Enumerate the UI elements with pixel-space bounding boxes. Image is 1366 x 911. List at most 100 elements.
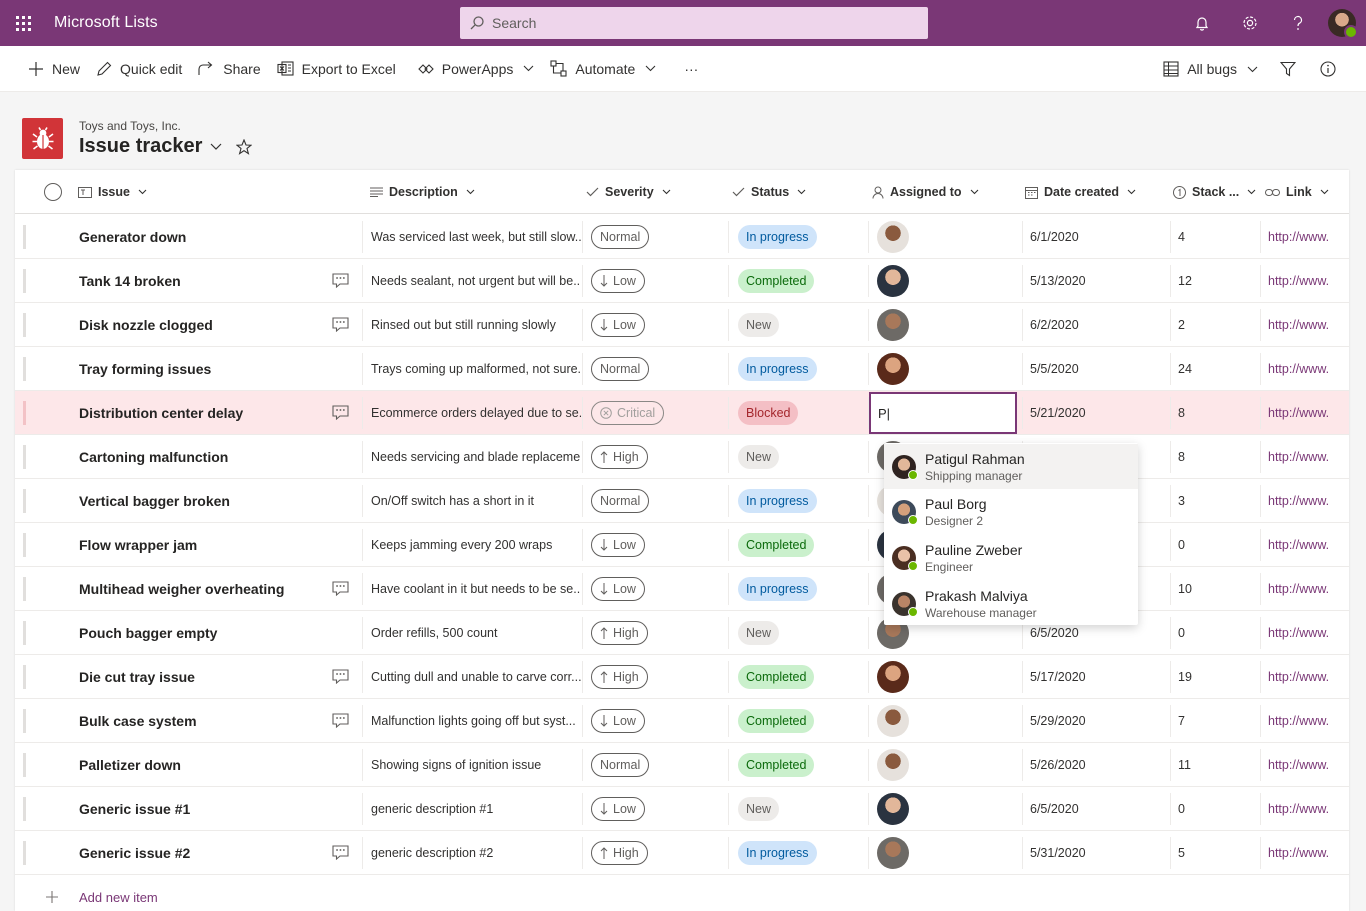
issue-link[interactable]: http://www. — [1268, 230, 1330, 244]
issue-link[interactable]: http://www. — [1268, 450, 1330, 464]
column-header-status[interactable]: Status — [732, 170, 806, 214]
people-suggestion[interactable]: Paul Borg Designer 2 — [884, 489, 1138, 534]
issue-title[interactable]: Cartoning malfunction — [79, 449, 229, 465]
app-title[interactable]: Microsoft Lists — [54, 14, 158, 31]
table-row[interactable]: Pouch bagger empty Order refills, 500 co… — [15, 611, 1349, 655]
stack-count: 24 — [1178, 362, 1192, 376]
chevron-down-icon[interactable] — [210, 143, 222, 151]
issue-link[interactable]: http://www. — [1268, 714, 1330, 728]
table-row[interactable]: Generator down Was serviced last week, b… — [15, 215, 1349, 259]
table-row[interactable]: Palletizer down Showing signs of ignitio… — [15, 743, 1349, 787]
filter-icon[interactable] — [1266, 46, 1310, 92]
settings-gear-icon[interactable] — [1226, 0, 1274, 46]
add-new-item-button[interactable]: Add new item — [15, 878, 158, 911]
column-header-severity[interactable]: Severity — [586, 170, 671, 214]
issue-title[interactable]: Generic issue #2 — [79, 845, 191, 861]
comment-icon[interactable] — [332, 317, 349, 332]
select-all-checkbox[interactable] — [44, 170, 62, 214]
assignee-avatar[interactable] — [877, 705, 909, 737]
people-suggestion[interactable]: Prakash Malviya Warehouse manager — [884, 581, 1138, 626]
table-row[interactable]: Die cut tray issue Cutting dull and unab… — [15, 655, 1349, 699]
table-row[interactable]: Tank 14 broken Needs sealant, not urgent… — [15, 259, 1349, 303]
table-row[interactable]: Bulk case system Malfunction lights goin… — [15, 699, 1349, 743]
issue-link[interactable]: http://www. — [1268, 626, 1330, 640]
table-row[interactable]: Generic issue #2 generic description #2 … — [15, 831, 1349, 875]
issue-title[interactable]: Tank 14 broken — [79, 273, 181, 289]
assignee-avatar[interactable] — [877, 353, 909, 385]
issue-link[interactable]: http://www. — [1268, 406, 1330, 420]
issue-description: Showing signs of ignition issue — [371, 758, 542, 772]
more-commands-button[interactable]: ··· — [684, 60, 699, 77]
issue-title[interactable]: Vertical bagger broken — [79, 493, 230, 509]
assignee-avatar[interactable] — [877, 221, 909, 253]
issue-title[interactable]: Pouch bagger empty — [79, 625, 218, 641]
view-selector[interactable]: All bugs — [1155, 46, 1266, 92]
comment-icon[interactable] — [332, 669, 349, 684]
column-header-date-created[interactable]: Date created — [1025, 170, 1136, 214]
share-button[interactable]: Share — [190, 46, 268, 92]
table-row[interactable]: Flow wrapper jam Keeps jamming every 200… — [15, 523, 1349, 567]
quick-edit-button[interactable]: Quick edit — [88, 46, 190, 92]
people-suggestion[interactable]: Patigul Rahman Shipping manager — [884, 444, 1138, 489]
issue-title[interactable]: Multihead weigher overheating — [79, 581, 285, 597]
issue-link[interactable]: http://www. — [1268, 494, 1330, 508]
powerapps-button[interactable]: PowerApps — [410, 46, 543, 92]
issue-title[interactable]: Palletizer down — [79, 757, 181, 773]
notifications-bell-icon[interactable] — [1178, 0, 1226, 46]
column-header-assigned-to[interactable]: Assigned to — [872, 170, 979, 214]
favorite-star-icon[interactable] — [236, 138, 253, 155]
column-header-link[interactable]: Link — [1265, 170, 1329, 214]
issue-title[interactable]: Tray forming issues — [79, 361, 212, 377]
new-button[interactable]: New — [20, 46, 88, 92]
issue-link[interactable]: http://www. — [1268, 802, 1330, 816]
issue-title[interactable]: Distribution center delay — [79, 405, 244, 421]
help-question-icon[interactable] — [1274, 0, 1322, 46]
assignee-avatar[interactable] — [877, 309, 909, 341]
table-row[interactable]: Distribution center delay Ecommerce orde… — [15, 391, 1349, 435]
issue-title[interactable]: Bulk case system — [79, 713, 197, 729]
assignee-avatar[interactable] — [877, 749, 909, 781]
comment-icon[interactable] — [332, 845, 349, 860]
assignee-avatar[interactable] — [877, 793, 909, 825]
issue-link[interactable]: http://www. — [1268, 318, 1330, 332]
table-row[interactable]: Vertical bagger broken On/Off switch has… — [15, 479, 1349, 523]
user-avatar[interactable] — [1328, 9, 1358, 39]
issue-link[interactable]: http://www. — [1268, 758, 1330, 772]
info-icon[interactable] — [1310, 46, 1366, 92]
issue-title[interactable]: Flow wrapper jam — [79, 537, 198, 553]
issue-title[interactable]: Die cut tray issue — [79, 669, 195, 685]
issue-link[interactable]: http://www. — [1268, 582, 1330, 596]
export-excel-button[interactable]: Export to Excel — [269, 46, 404, 92]
column-header-stack[interactable]: Stack ... — [1173, 170, 1256, 214]
issue-title[interactable]: Generator down — [79, 229, 187, 245]
assignee-avatar[interactable] — [877, 837, 909, 869]
assignee-avatar[interactable] — [877, 265, 909, 297]
row-status-bar — [23, 841, 26, 865]
issue-link[interactable]: http://www. — [1268, 670, 1330, 684]
comment-icon[interactable] — [332, 581, 349, 596]
column-header-description[interactable]: Description — [370, 170, 475, 214]
table-row[interactable]: Tray forming issues Trays coming up malf… — [15, 347, 1349, 391]
severity-pill: Low — [591, 313, 645, 337]
assigned-to-input[interactable]: P| — [869, 392, 1017, 434]
issue-title[interactable]: Disk nozzle clogged — [79, 317, 213, 333]
column-header-issue[interactable]: Issue — [78, 170, 147, 214]
comment-icon[interactable] — [332, 273, 349, 288]
table-row[interactable]: Multihead weigher overheating Have coola… — [15, 567, 1349, 611]
comment-icon[interactable] — [332, 405, 349, 420]
issue-link[interactable]: http://www. — [1268, 846, 1330, 860]
automate-button[interactable]: Automate — [542, 46, 664, 92]
issue-link[interactable]: http://www. — [1268, 538, 1330, 552]
assignee-avatar[interactable] — [877, 661, 909, 693]
issue-link[interactable]: http://www. — [1268, 274, 1330, 288]
app-launcher-icon[interactable] — [0, 0, 46, 46]
issue-link[interactable]: http://www. — [1268, 362, 1330, 376]
people-suggestion[interactable]: Pauline Zweber Engineer — [884, 535, 1138, 580]
list-title[interactable]: Issue tracker — [79, 135, 203, 157]
comment-icon[interactable] — [332, 713, 349, 728]
table-row[interactable]: Generic issue #1 generic description #1 … — [15, 787, 1349, 831]
search-box[interactable]: Search — [460, 7, 928, 39]
issue-title[interactable]: Generic issue #1 — [79, 801, 191, 817]
table-row[interactable]: Disk nozzle clogged Rinsed out but still… — [15, 303, 1349, 347]
table-row[interactable]: Cartoning malfunction Needs servicing an… — [15, 435, 1349, 479]
